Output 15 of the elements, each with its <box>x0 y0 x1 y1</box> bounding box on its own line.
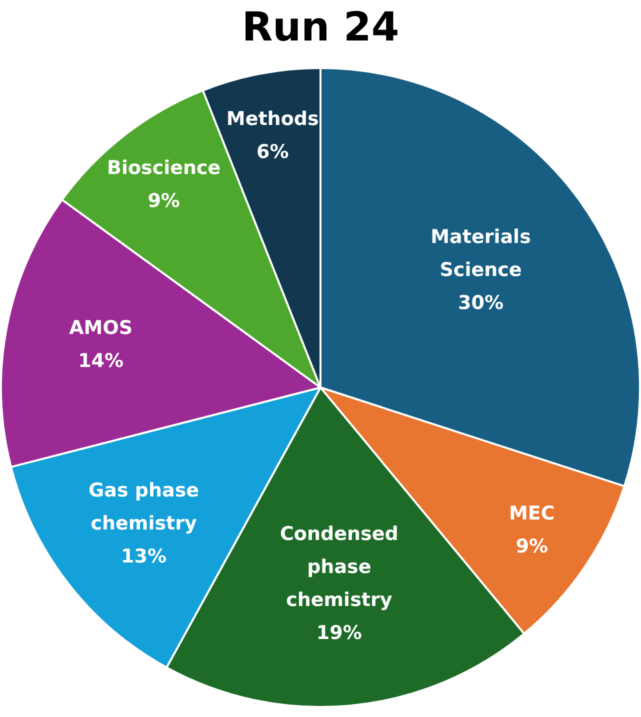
slice-label: Bioscience <box>106 156 221 179</box>
slice-label: Materials Science <box>430 226 531 282</box>
data-label: 14% <box>78 350 124 372</box>
chart-title: Run 24 <box>242 4 400 50</box>
slice-label: MEC <box>508 502 555 525</box>
data-label: 9% <box>148 190 180 212</box>
data-label: 30% <box>458 292 504 314</box>
slice-label: Condensed phase chemistry <box>280 523 398 612</box>
data-label: 13% <box>121 546 167 568</box>
data-label: 19% <box>316 622 362 644</box>
slice-label: AMOS <box>69 317 133 340</box>
slice-label: Gas phase chemistry <box>88 480 200 535</box>
data-label: 6% <box>256 140 289 163</box>
data-label: 9% <box>516 536 548 558</box>
slice-label: Methods <box>226 108 319 130</box>
